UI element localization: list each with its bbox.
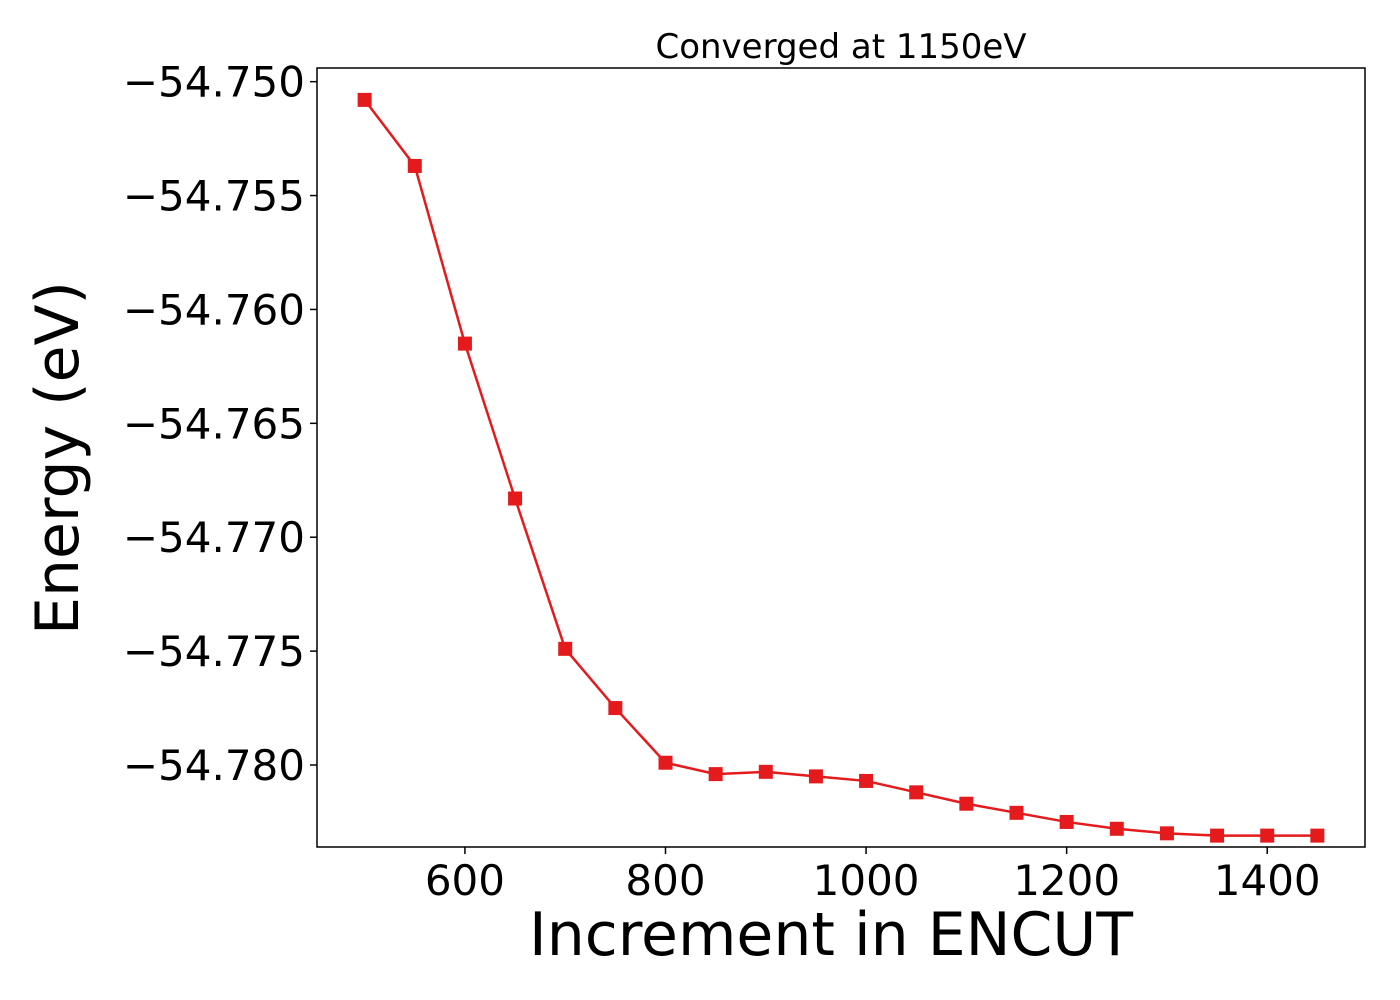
- data-point: [457, 336, 472, 351]
- data-point: [1109, 821, 1124, 836]
- x-tick-label: 1400: [1214, 856, 1321, 905]
- data-point: [357, 92, 372, 107]
- x-tick-label: 1200: [1013, 856, 1120, 905]
- x-tick-label: 1000: [813, 856, 920, 905]
- data-point: [959, 796, 974, 811]
- data-point: [758, 764, 773, 779]
- data-point: [608, 701, 623, 716]
- x-axis-label: Increment in ENCUT: [529, 900, 1133, 970]
- plot-area: [316, 67, 1366, 848]
- y-tick-label: −54.760: [123, 285, 305, 334]
- series-line: [363, 99, 1318, 837]
- data-point: [1009, 805, 1024, 820]
- x-tick-label: 800: [625, 856, 705, 905]
- data-point: [1260, 828, 1275, 843]
- data-point: [909, 785, 924, 800]
- y-tick-label: −54.750: [123, 58, 305, 107]
- x-tick-label: 600: [425, 856, 505, 905]
- data-point: [808, 769, 823, 784]
- data-point: [708, 767, 723, 782]
- y-tick-label: −54.765: [123, 399, 305, 448]
- data-point: [1159, 826, 1174, 841]
- data-point: [558, 641, 573, 656]
- chart-title: Converged at 1150eV: [655, 27, 1026, 67]
- y-axis: −54.750 −54.755 −54.760 −54.765 −54.770 −54.7…: [123, 58, 317, 790]
- data-point: [1310, 828, 1325, 843]
- data-point: [658, 755, 673, 770]
- y-tick-label: −54.780: [123, 741, 305, 790]
- series-layer: [357, 92, 1325, 843]
- data-point: [1059, 814, 1074, 829]
- y-axis-label: Energy (eV): [23, 281, 93, 635]
- y-tick-label: −54.775: [123, 627, 305, 676]
- y-tick-label: −54.770: [123, 513, 305, 562]
- data-point: [859, 773, 874, 788]
- data-point: [1210, 828, 1225, 843]
- y-tick-label: −54.755: [123, 172, 305, 221]
- x-axis: 600 800 1000 1200 1400: [425, 847, 1321, 905]
- data-point: [508, 491, 523, 506]
- data-point: [407, 158, 422, 173]
